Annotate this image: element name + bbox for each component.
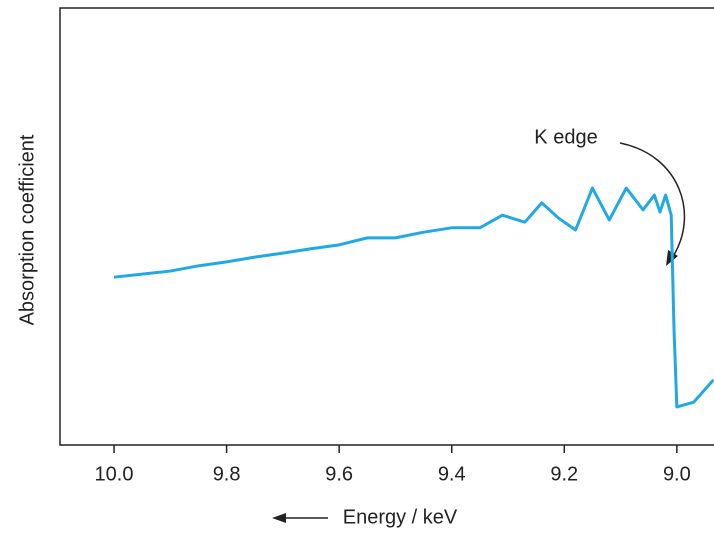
arrow-head bbox=[272, 513, 286, 523]
x-tick-label: 9.8 bbox=[213, 463, 241, 485]
x-axis-label: Energy / keV bbox=[343, 506, 458, 528]
x-tick-label: 9.4 bbox=[438, 463, 466, 485]
x-tick-label: 10.0 bbox=[95, 463, 134, 485]
plot-frame bbox=[59, 7, 714, 446]
x-tick-label: 9.6 bbox=[325, 463, 353, 485]
y-axis-label: Absorption coefficient bbox=[16, 134, 38, 325]
annotation: K edge bbox=[534, 126, 597, 148]
x-tick-label: 9.2 bbox=[550, 463, 578, 485]
data-line bbox=[113, 186, 714, 409]
x-tick-label: 9.0 bbox=[663, 463, 691, 485]
arrow-curve bbox=[619, 142, 686, 259]
annotation-arrow bbox=[619, 142, 686, 266]
direction-arrow bbox=[272, 513, 328, 523]
